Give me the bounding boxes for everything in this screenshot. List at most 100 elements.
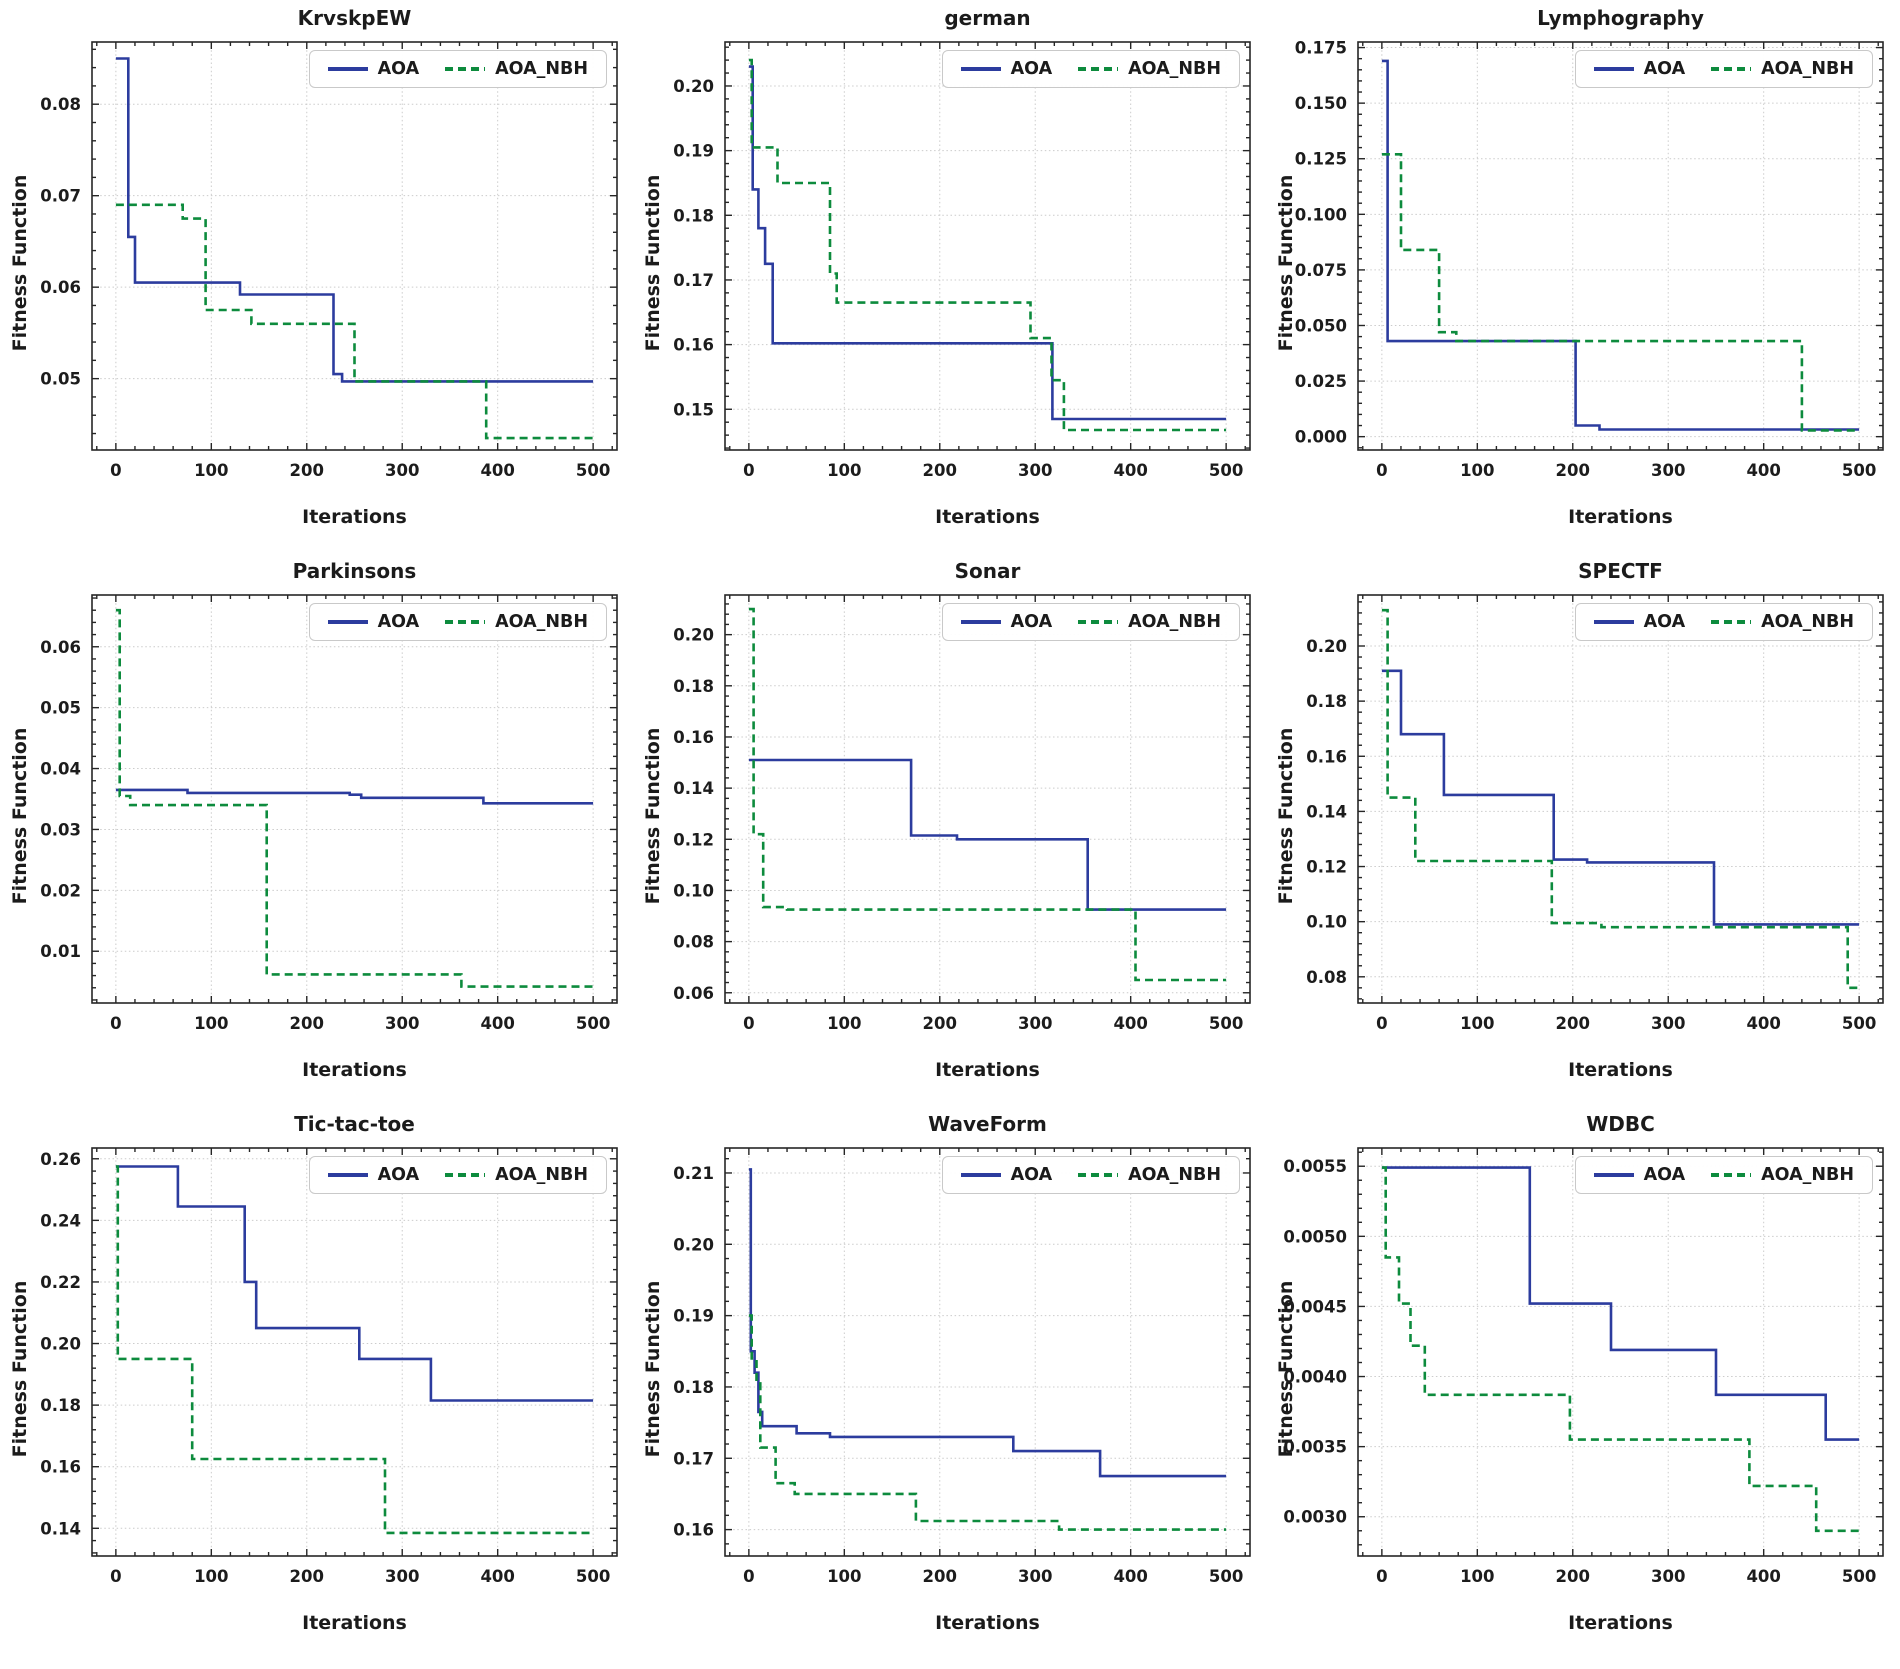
x-tick-label: 300 bbox=[1651, 1014, 1685, 1033]
y-tick-label: 0.18 bbox=[1306, 692, 1347, 711]
legend: AOA AOA_NBH bbox=[1574, 50, 1873, 88]
y-tick-label: 0.100 bbox=[1295, 205, 1347, 224]
x-tick-label: 200 bbox=[290, 1567, 324, 1586]
subplot-wdbc: WDBC Fitness Function 0 100 200 300 400 500 0.… bbox=[1266, 1112, 1899, 1665]
y-tick-label: 0.19 bbox=[673, 1307, 714, 1326]
x-axis-label: Iterations bbox=[935, 1612, 1040, 1634]
x-tick-label: 400 bbox=[1746, 1567, 1780, 1586]
axes-5: 0 100 200 300 400 500 0.08 0.10 0.12 0.14 0.16 0.18… bbox=[1306, 594, 1884, 1033]
y-tick-label: 0.025 bbox=[1295, 372, 1347, 391]
chart-title: Tic-tac-toe bbox=[294, 1112, 415, 1136]
y-tick-label: 0.16 bbox=[40, 1458, 81, 1477]
legend-label-aoa-nbh: AOA_NBH bbox=[495, 612, 588, 632]
aoa-nbh-line-sample bbox=[445, 620, 486, 624]
y-tick-label: 0.10 bbox=[673, 881, 714, 900]
x-tick-label: 400 bbox=[1113, 1567, 1147, 1586]
aoa-nbh-line bbox=[115, 203, 594, 440]
x-tick-label: 500 bbox=[576, 1567, 610, 1586]
y-tick-label: 0.10 bbox=[1306, 913, 1347, 932]
y-tick-label: 0.05 bbox=[40, 370, 81, 389]
subplot-waveform: WaveForm Fitness Function 0 100 200 300 400 5… bbox=[633, 1112, 1266, 1665]
y-tick-label: 0.18 bbox=[40, 1396, 81, 1415]
y-tick-label: 0.18 bbox=[673, 1378, 714, 1397]
x-tick-label: 300 bbox=[385, 1014, 419, 1033]
y-tick-label: 0.16 bbox=[673, 1521, 714, 1540]
aoa-line bbox=[1381, 669, 1860, 926]
y-tick-label: 0.16 bbox=[673, 728, 714, 747]
chart-title: german bbox=[944, 6, 1031, 30]
x-tick-label: 100 bbox=[827, 1014, 861, 1033]
aoa-nbh-line-sample bbox=[1711, 67, 1752, 71]
y-tick-label: 0.20 bbox=[1306, 637, 1347, 656]
legend-item-aoa-nbh: AOA_NBH bbox=[445, 59, 588, 79]
y-tick-label: 0.06 bbox=[40, 638, 81, 657]
y-tick-label: 0.0035 bbox=[1283, 1438, 1347, 1457]
y-tick-label: 0.150 bbox=[1295, 94, 1347, 113]
aoa-line-sample bbox=[327, 1173, 368, 1177]
y-tick-label: 0.05 bbox=[40, 699, 81, 718]
aoa-nbh-line-sample bbox=[445, 67, 486, 71]
x-tick-label: 100 bbox=[827, 1567, 861, 1586]
y-tick-label: 0.20 bbox=[673, 77, 714, 96]
x-tick-label: 400 bbox=[1113, 1014, 1147, 1033]
legend: AOA AOA_NBH bbox=[941, 603, 1240, 641]
axes-3: 0 100 200 300 400 500 0.01 0.02 0.03 0.04 0.05 0.06 bbox=[40, 594, 618, 1033]
y-tick-label: 0.26 bbox=[40, 1150, 81, 1169]
x-axis-label: Iterations bbox=[1568, 1612, 1673, 1634]
y-tick-label: 0.16 bbox=[673, 336, 714, 355]
x-tick-label: 400 bbox=[1746, 461, 1780, 480]
axes-8: 0 100 200 300 400 500 0.0030 0.0035 0.0040 0.0045… bbox=[1283, 1147, 1884, 1586]
legend-label-aoa-nbh: AOA_NBH bbox=[1761, 612, 1854, 632]
aoa-line bbox=[748, 65, 1227, 421]
chart-title: Sonar bbox=[954, 559, 1021, 583]
y-tick-label: 0.08 bbox=[1306, 968, 1347, 987]
chart-title: SPECTF bbox=[1578, 559, 1663, 583]
aoa-line-sample bbox=[960, 1173, 1001, 1177]
x-axis-label: Iterations bbox=[302, 1059, 407, 1081]
subplot-german: german Fitness Function 0 100 200 300 400 500… bbox=[633, 6, 1266, 559]
axes-6: 0 100 200 300 400 500 0.14 0.16 0.18 0.20 0.22 0.24… bbox=[40, 1147, 618, 1586]
aoa-nbh-line-sample bbox=[1711, 620, 1752, 624]
y-tick-label: 0.0030 bbox=[1283, 1508, 1347, 1527]
x-tick-label: 300 bbox=[385, 1567, 419, 1586]
axes-7: 0 100 200 300 400 500 0.16 0.17 0.18 0.19 0.20 0.21 bbox=[673, 1147, 1251, 1586]
aoa-nbh-line bbox=[748, 1314, 1227, 1531]
y-tick-label: 0.0040 bbox=[1283, 1368, 1347, 1387]
aoa-line-sample bbox=[960, 620, 1001, 624]
aoa-line-sample bbox=[960, 67, 1001, 71]
aoa-line bbox=[748, 758, 1227, 911]
plot-canvas: 0 100 200 300 400 500 0.16 0.17 0.18 0.19 0.20 0.21 bbox=[673, 1147, 1251, 1586]
legend-item-aoa-nbh: AOA_NBH bbox=[1711, 59, 1854, 79]
x-tick-label: 100 bbox=[194, 1014, 228, 1033]
aoa-line-sample bbox=[327, 67, 368, 71]
legend-label-aoa: AOA bbox=[1010, 612, 1053, 632]
x-tick-label: 0 bbox=[1376, 1567, 1387, 1586]
aoa-line bbox=[115, 57, 594, 383]
x-tick-label: 0 bbox=[743, 461, 754, 480]
legend-item-aoa: AOA bbox=[327, 1165, 419, 1185]
legend-label-aoa-nbh: AOA_NBH bbox=[1761, 1165, 1854, 1185]
x-tick-label: 500 bbox=[576, 461, 610, 480]
y-tick-label: 0.000 bbox=[1295, 428, 1347, 447]
y-tick-label: 0.24 bbox=[40, 1211, 81, 1230]
legend-label-aoa: AOA bbox=[1643, 1165, 1686, 1185]
plot-canvas: 0 100 200 300 400 500 0.15 0.16 0.17 0.18 0.19 0.20 bbox=[673, 41, 1251, 480]
legend-item-aoa-nbh: AOA_NBH bbox=[1711, 612, 1854, 632]
aoa-line bbox=[115, 788, 594, 805]
x-axis-label: Iterations bbox=[935, 1059, 1040, 1081]
aoa-nbh-line bbox=[748, 607, 1227, 982]
legend-label-aoa-nbh: AOA_NBH bbox=[1761, 59, 1854, 79]
aoa-line bbox=[1381, 59, 1860, 431]
x-axis-label: Iterations bbox=[302, 1612, 407, 1634]
chart-title: Parkinsons bbox=[292, 559, 417, 583]
legend-label-aoa: AOA bbox=[1643, 612, 1686, 632]
x-tick-label: 300 bbox=[385, 461, 419, 480]
subplot-parkinsons: Parkinsons Fitness Function 0 100 200 300 40… bbox=[0, 559, 633, 1112]
x-tick-label: 500 bbox=[1842, 461, 1876, 480]
plot-canvas: 0 100 200 300 400 500 0.08 0.10 0.12 0.14 0.16 0.18… bbox=[1306, 594, 1884, 1033]
x-tick-label: 200 bbox=[290, 1014, 324, 1033]
x-tick-label: 200 bbox=[1556, 1014, 1590, 1033]
y-tick-label: 0.22 bbox=[40, 1273, 81, 1292]
x-tick-label: 500 bbox=[1209, 461, 1243, 480]
